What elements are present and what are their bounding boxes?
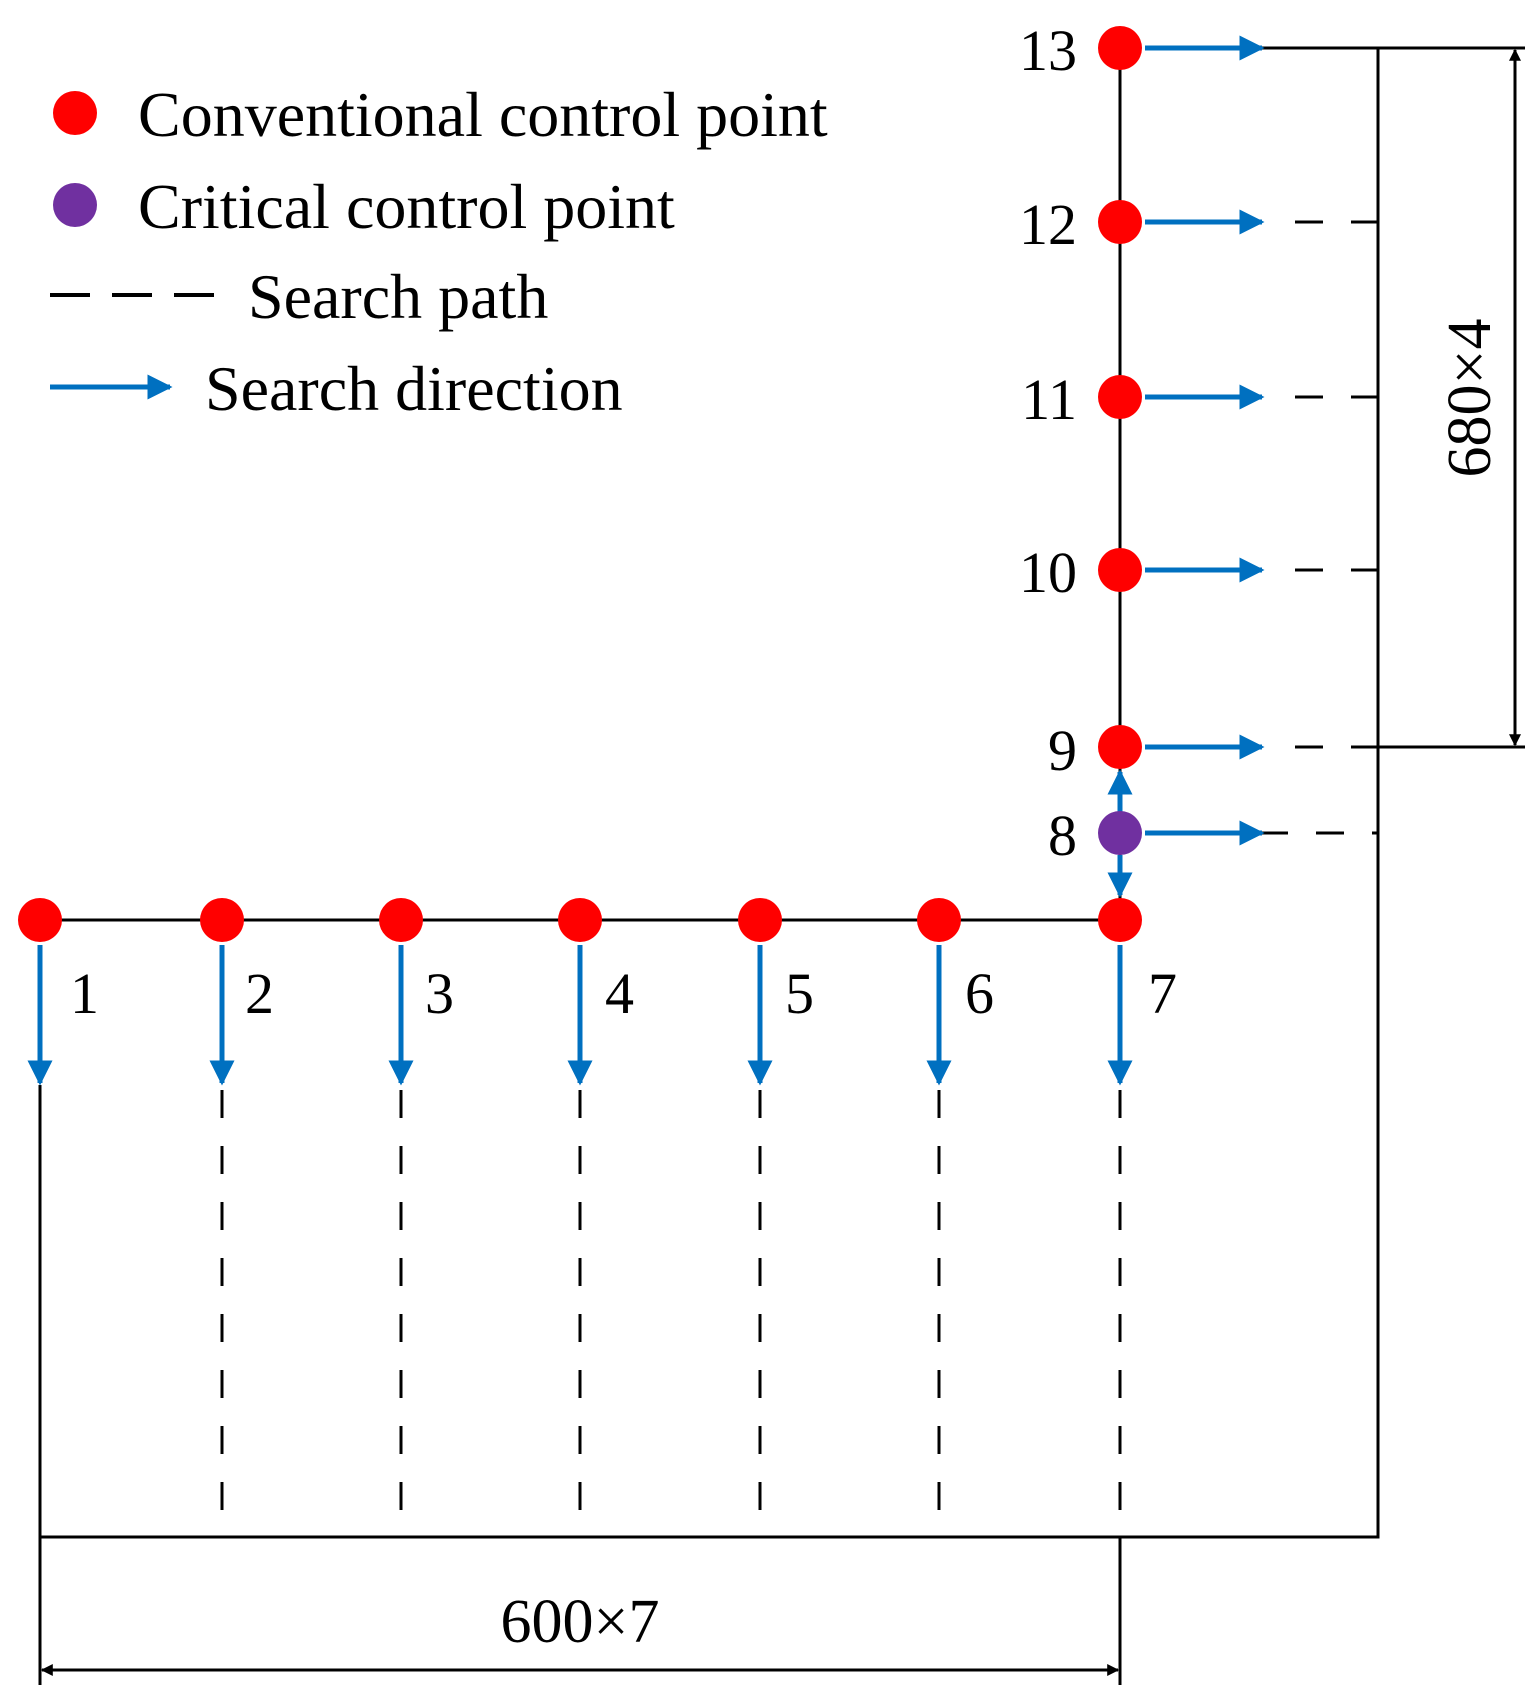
legend-search-direction-label: Search direction — [205, 353, 623, 424]
control-point-13 — [1098, 26, 1142, 70]
legend-critical-marker — [53, 183, 97, 227]
point-label-9: 9 — [1048, 718, 1077, 783]
control-point-4 — [558, 898, 602, 942]
legend-conventional-marker — [53, 91, 97, 135]
legend-search-path-label: Search path — [248, 261, 548, 332]
point-label-12: 12 — [1019, 192, 1077, 257]
legend-conventional-label: Conventional control point — [138, 79, 828, 150]
point-label-10: 10 — [1019, 540, 1077, 605]
point-label-5: 5 — [785, 961, 814, 1026]
point-label-4: 4 — [605, 961, 634, 1026]
control-point-10 — [1098, 548, 1142, 592]
control-point-11 — [1098, 375, 1142, 419]
control-point-3 — [379, 898, 423, 942]
control-point-12 — [1098, 200, 1142, 244]
search-arrows — [27, 35, 1265, 1086]
point-label-13: 13 — [1019, 18, 1077, 83]
point-labels: 1 2 3 4 5 6 7 8 9 10 11 12 13 — [70, 18, 1177, 1026]
control-point-6 — [917, 898, 961, 942]
point-label-11: 11 — [1021, 367, 1077, 432]
control-point-5 — [738, 898, 782, 942]
control-point-9 — [1098, 725, 1142, 769]
control-point-2 — [200, 898, 244, 942]
point-label-3: 3 — [425, 961, 454, 1026]
point-label-6: 6 — [965, 961, 994, 1026]
point-label-1: 1 — [70, 961, 99, 1026]
legend: Conventional control point Critical cont… — [50, 79, 828, 424]
search-paths — [220, 220, 1378, 1537]
control-point-7 — [1098, 898, 1142, 942]
control-point-1 — [18, 898, 62, 942]
control-point-8 — [1098, 811, 1142, 855]
control-points — [18, 26, 1142, 942]
outer-frame — [38, 46, 1380, 1539]
point-label-8: 8 — [1048, 803, 1077, 868]
point-label-2: 2 — [245, 961, 274, 1026]
bottom-dimension-label: 600×7 — [501, 1588, 660, 1656]
legend-critical-label: Critical control point — [138, 171, 675, 242]
point-label-7: 7 — [1148, 961, 1177, 1026]
right-dimension-label: 680×4 — [1436, 319, 1504, 478]
